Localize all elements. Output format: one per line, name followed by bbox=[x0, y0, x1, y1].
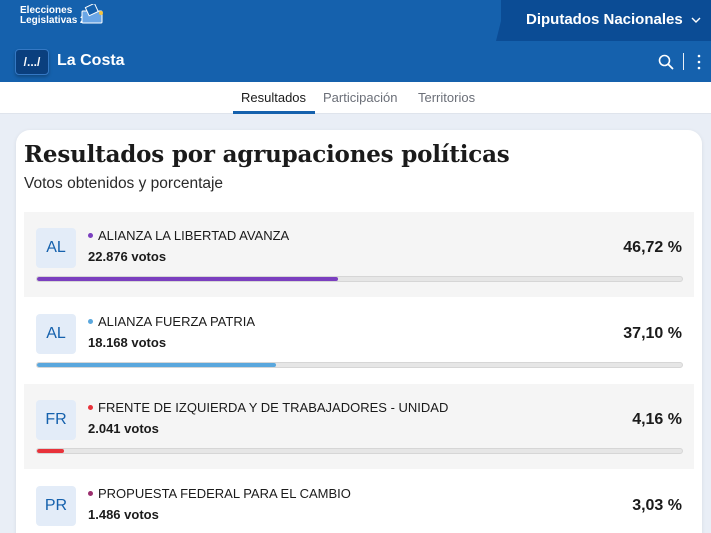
party-name-label: FRENTE DE IZQUIERDA Y DE TRABAJADORES - … bbox=[98, 400, 449, 415]
progress-track bbox=[36, 362, 683, 368]
party-votes: 18.168 votos bbox=[88, 335, 167, 350]
chamber-label: Diputados Nacionales bbox=[526, 11, 683, 28]
toolbar-divider bbox=[683, 53, 684, 70]
party-color-dot bbox=[88, 405, 93, 410]
party-row[interactable]: FR FRENTE DE IZQUIERDA Y DE TRABAJADORES… bbox=[24, 384, 694, 469]
card-title: Resultados por agrupaciones políticas bbox=[24, 141, 510, 168]
tab-bar: Resultados Participación Territorios bbox=[0, 82, 711, 114]
party-votes: 22.876 votos bbox=[88, 249, 167, 264]
party-name: PROPUESTA FEDERAL PARA EL CAMBIO bbox=[88, 486, 351, 501]
party-percent: 37,10 % bbox=[623, 325, 682, 342]
active-tab-indicator bbox=[233, 111, 315, 114]
party-name: FRENTE DE IZQUIERDA Y DE TRABAJADORES - … bbox=[88, 400, 448, 415]
party-percent: 46,72 % bbox=[623, 239, 682, 256]
elections-logo[interactable]: Elecciones Legislativas 2025 bbox=[20, 6, 102, 26]
ballot-box-icon bbox=[81, 4, 103, 24]
party-votes: 2.041 votos bbox=[88, 421, 159, 436]
party-color-dot bbox=[88, 491, 93, 496]
tab-resultados[interactable]: Resultados bbox=[241, 90, 307, 105]
tab-participacion[interactable]: Participación bbox=[323, 90, 398, 105]
chamber-selector[interactable]: Diputados Nacionales bbox=[526, 11, 701, 28]
progress-fill bbox=[37, 363, 277, 367]
more-vertical-icon[interactable] bbox=[697, 54, 701, 70]
logo-line-1: Elecciones bbox=[20, 5, 73, 16]
party-votes: 1.486 votos bbox=[88, 507, 159, 522]
card-subtitle: Votos obtenidos y porcentaje bbox=[24, 175, 224, 192]
party-badge: AL bbox=[36, 228, 76, 268]
party-name-label: ALIANZA FUERZA PATRIA bbox=[98, 314, 255, 329]
district-title: La Costa bbox=[57, 52, 125, 69]
party-name: ALIANZA FUERZA PATRIA bbox=[88, 314, 255, 329]
top-header: Elecciones Legislativas 2025 Diputados N… bbox=[0, 0, 711, 41]
progress-fill bbox=[37, 277, 339, 281]
progress-fill bbox=[37, 449, 64, 453]
district-bar: /.../ La Costa bbox=[0, 41, 711, 82]
logo-line-2: Legislativas 2025 bbox=[20, 15, 103, 26]
party-row[interactable]: AL ALIANZA LA LIBERTAD AVANZA 22.876 vot… bbox=[24, 212, 694, 297]
party-name-label: PROPUESTA FEDERAL PARA EL CAMBIO bbox=[98, 486, 351, 501]
party-row[interactable]: PR PROPUESTA FEDERAL PARA EL CAMBIO 1.48… bbox=[24, 470, 694, 533]
search-icon[interactable] bbox=[658, 54, 674, 70]
chevron-down-icon bbox=[691, 17, 701, 23]
party-percent: 4,16 % bbox=[632, 411, 682, 428]
progress-track bbox=[36, 276, 683, 282]
chamber-panel bbox=[501, 0, 711, 41]
party-name-label: ALIANZA LA LIBERTAD AVANZA bbox=[98, 228, 290, 243]
progress-track bbox=[36, 448, 683, 454]
tab-territorios[interactable]: Territorios bbox=[418, 90, 476, 105]
party-color-dot bbox=[88, 233, 93, 238]
party-row[interactable]: AL ALIANZA FUERZA PATRIA 18.168 votos 37… bbox=[24, 298, 694, 383]
party-color-dot bbox=[88, 319, 93, 324]
party-percent: 3,03 % bbox=[632, 497, 682, 514]
results-card: Resultados por agrupaciones políticas Vo… bbox=[16, 130, 702, 533]
party-badge: PR bbox=[36, 486, 76, 526]
party-name: ALIANZA LA LIBERTAD AVANZA bbox=[88, 228, 289, 243]
party-badge: AL bbox=[36, 314, 76, 354]
back-button[interactable]: /.../ bbox=[15, 49, 49, 75]
party-badge: FR bbox=[36, 400, 76, 440]
